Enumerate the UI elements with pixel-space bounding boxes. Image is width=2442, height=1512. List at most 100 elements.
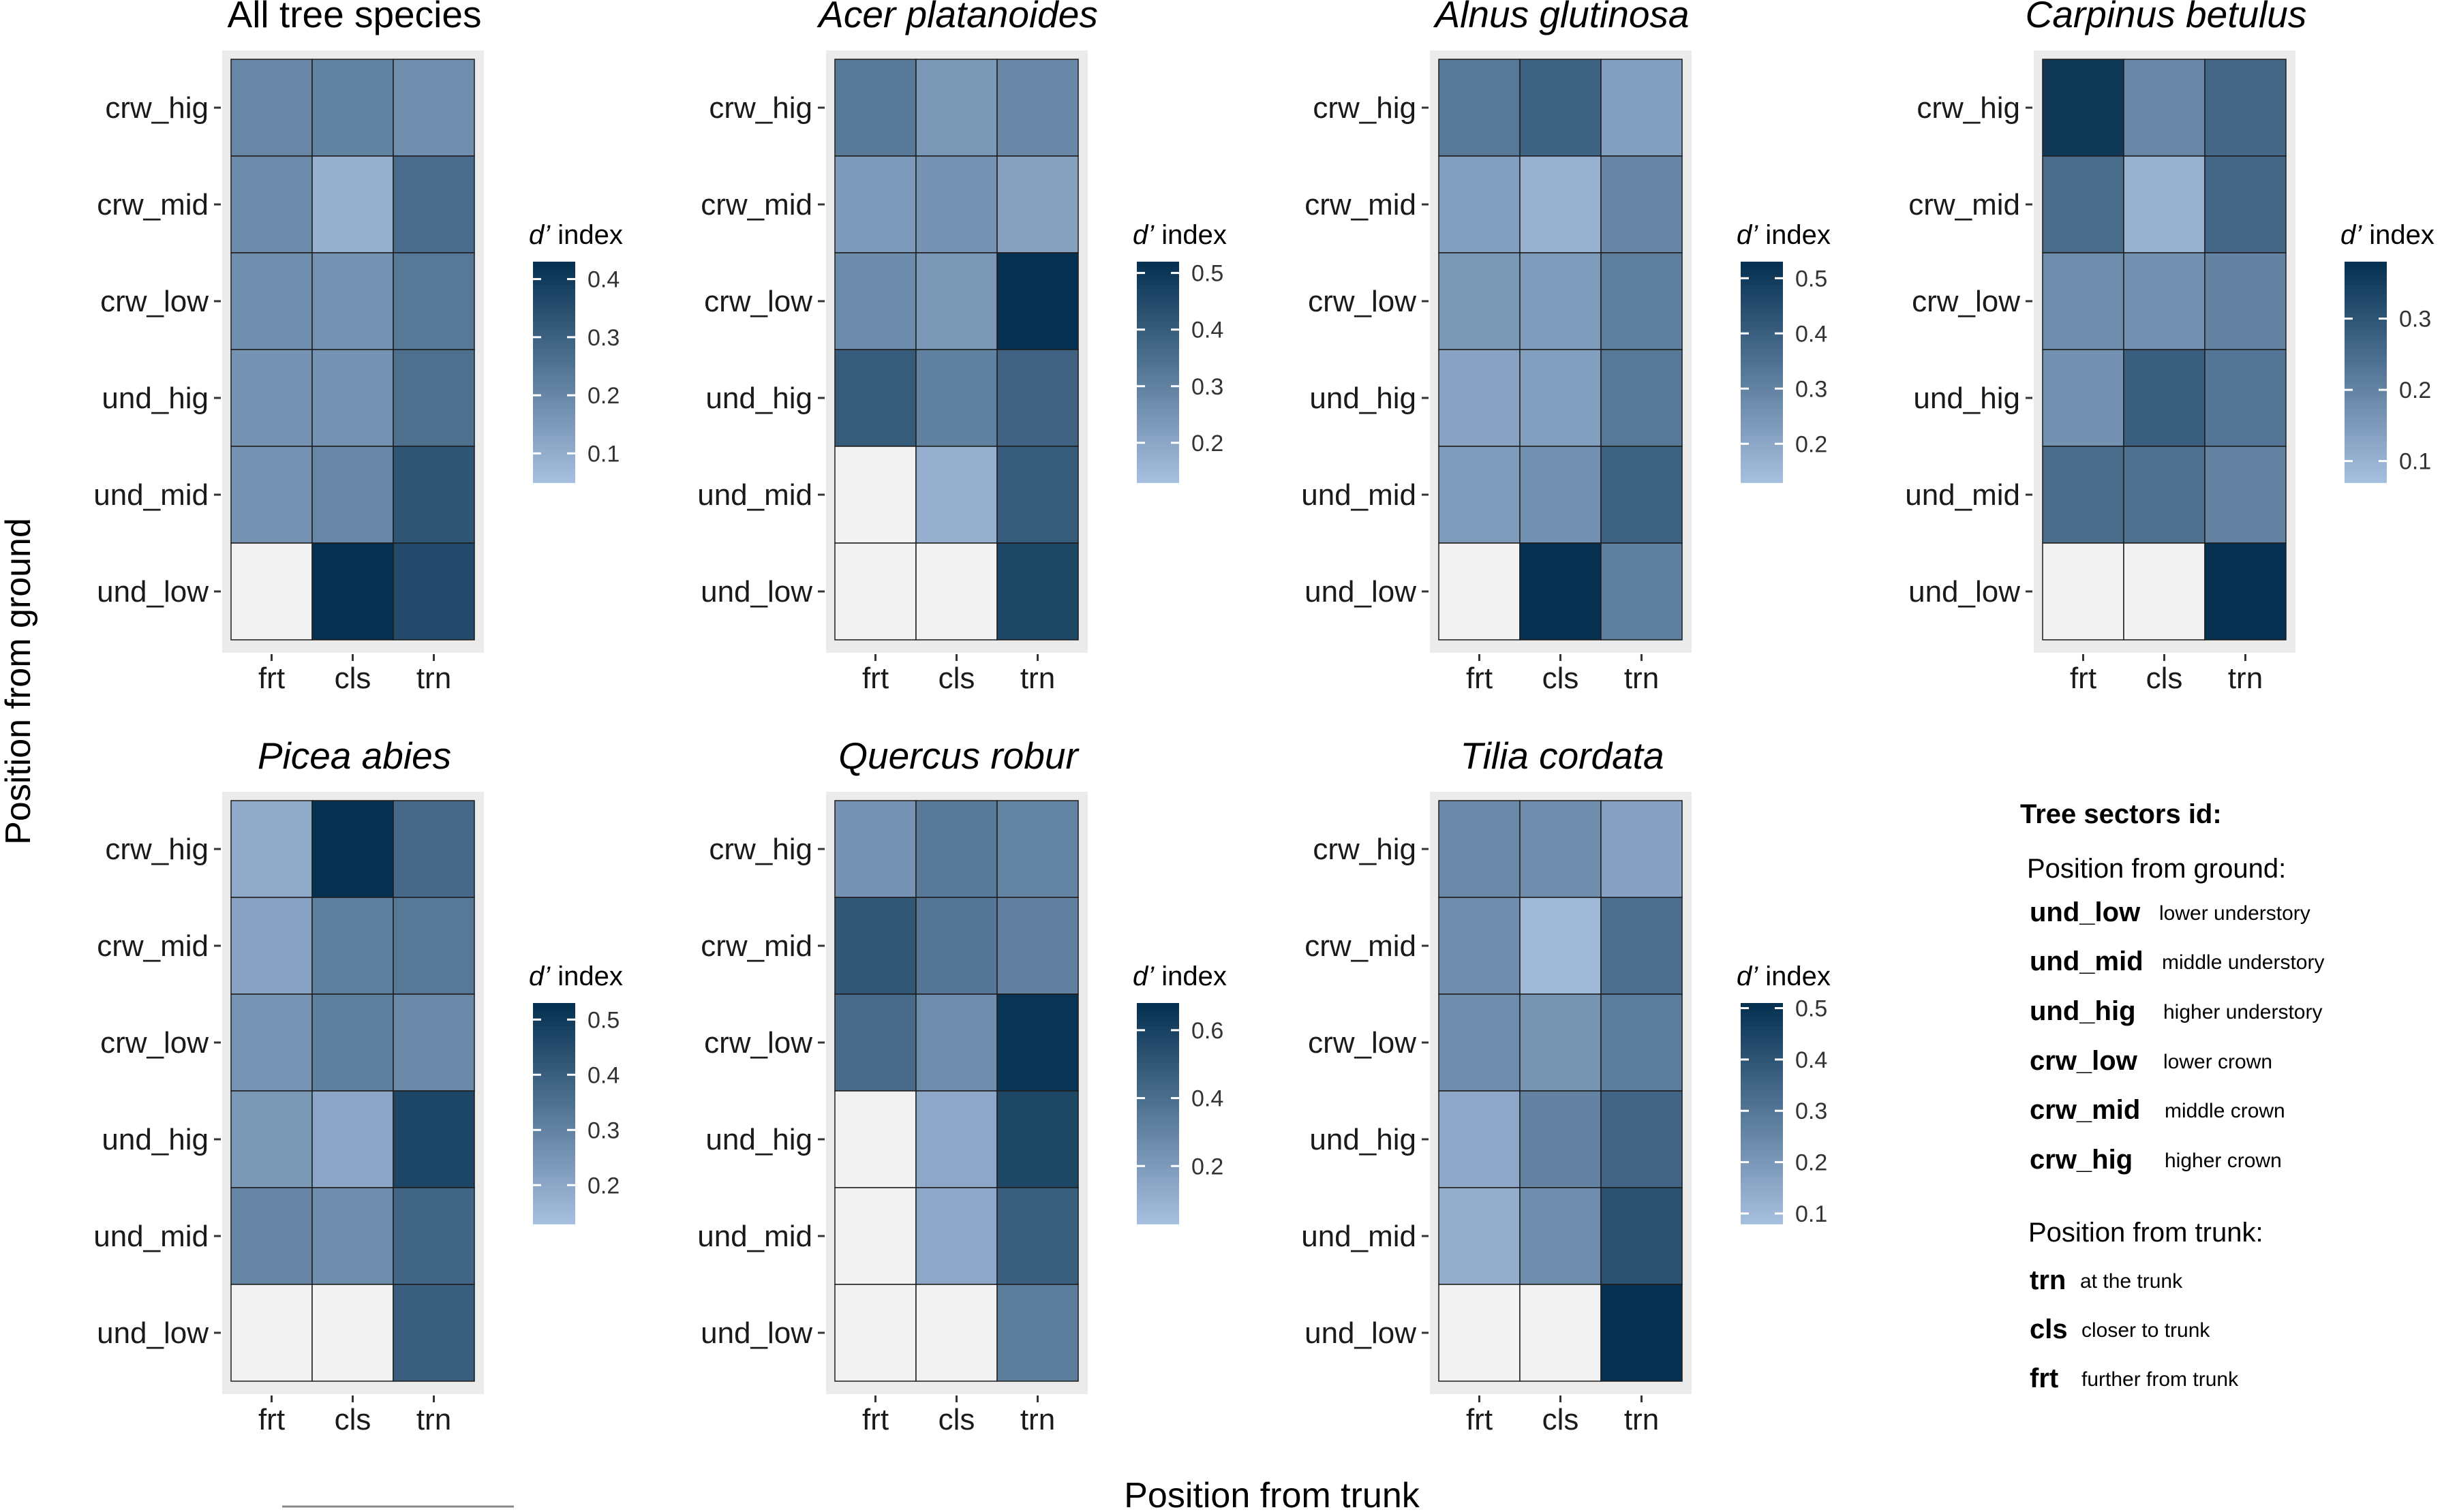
legend-tick-label: 0.2 — [1795, 431, 1827, 457]
legend-gradient-band — [2345, 330, 2387, 336]
y-tick-label: und_low — [97, 1316, 209, 1350]
legend-gradient-band — [1137, 376, 1179, 382]
legend-tick-label: 0.2 — [2399, 377, 2431, 403]
y-tick-label: und_hig — [1309, 382, 1416, 415]
heatmap-cell — [393, 1284, 475, 1382]
heatmap-cell — [1600, 1187, 1683, 1285]
panel-6: Tilia cordata crw_hig crw_mid crw_low und_hi… — [1301, 735, 1831, 1436]
heatmap-cell — [311, 349, 394, 447]
legend-gradient-band — [2345, 262, 2387, 267]
legend-gradient-band — [533, 1040, 575, 1045]
heatmap-cell — [393, 993, 475, 1092]
legend-gradient-band — [1741, 436, 1783, 442]
legend-tick-label: 0.4 — [587, 1062, 620, 1088]
legend-gradient-band — [2345, 354, 2387, 359]
legend-gradient-band — [1741, 1136, 1783, 1142]
y-tick-label: und_mid — [697, 478, 812, 512]
legend-gradient-band — [1137, 335, 1179, 341]
legend-gradient-band — [2345, 358, 2387, 364]
legend-title-d: d’ — [529, 220, 551, 250]
legend-gradient-band — [533, 390, 575, 396]
heatmap-cell — [996, 349, 1079, 447]
legend-gradient-band — [1741, 409, 1783, 414]
y-tick-label: crw_mid — [1304, 929, 1416, 963]
x-tick-label: cls — [335, 1403, 371, 1436]
legend-tick-label: 0.4 — [1191, 1086, 1223, 1112]
legend-gradient-band — [1137, 1072, 1179, 1077]
legend-tick-label: 0.4 — [587, 267, 620, 293]
legend-gradient-band — [1137, 312, 1179, 318]
legend-title-rest: index — [550, 961, 623, 991]
heatmap-cell — [915, 800, 998, 898]
key-desc: middle understory — [2162, 951, 2324, 974]
legend-gradient-band — [2345, 418, 2387, 424]
legend-gradient-band — [1741, 1104, 1783, 1110]
legend-gradient-band — [533, 307, 575, 313]
heatmap-cell — [1600, 897, 1683, 995]
legend-gradient-band — [1137, 280, 1179, 286]
legend-gradient-band — [2345, 468, 2387, 474]
heatmap-cell — [915, 1284, 998, 1382]
legend-title: d’ index — [1737, 961, 1831, 991]
legend-gradient-band — [2345, 271, 2387, 277]
heatmap-cell — [834, 993, 917, 1092]
heatmap-cell — [1438, 1090, 1521, 1188]
legend-gradient-band — [2345, 266, 2387, 272]
legend-gradient-band — [1741, 1090, 1783, 1096]
legend-gradient-band — [1741, 1145, 1783, 1151]
legend-gradient-band — [533, 1062, 575, 1068]
legend-gradient-band — [1137, 1049, 1179, 1055]
legend-gradient-band — [2345, 395, 2387, 401]
legend-gradient-band — [1137, 326, 1179, 332]
legend-gradient-band — [1137, 1099, 1179, 1105]
legend-gradient-band — [1137, 1113, 1179, 1119]
heatmap-cell — [230, 1284, 313, 1382]
y-tick-label: crw_low — [1308, 285, 1416, 318]
legend-gradient-band — [1137, 307, 1179, 313]
key-code: crw_low — [2030, 1046, 2138, 1076]
legend-gradient-band — [1137, 1150, 1179, 1156]
legend-gradient-band — [2345, 307, 2387, 313]
legend-gradient-band — [533, 262, 575, 267]
legend-gradient-band — [1741, 298, 1783, 304]
y-tick-label: crw_hig — [1313, 91, 1416, 125]
legend-gradient-band — [1741, 381, 1783, 387]
key-desc: middle crown — [2165, 1100, 2285, 1122]
legend-gradient-band — [533, 1049, 575, 1055]
legend-gradient-band — [533, 321, 575, 327]
legend-gradient-band — [1741, 1127, 1783, 1132]
legend-gradient-band — [1741, 1154, 1783, 1160]
legend-gradient-band — [1137, 358, 1179, 364]
legend-gradient-band — [533, 1017, 575, 1022]
heatmap-cell — [1519, 542, 1602, 641]
legend-gradient-band — [2345, 294, 2387, 299]
heatmap-cell — [230, 252, 313, 350]
legend-gradient-band — [1741, 284, 1783, 290]
legend-gradient-band — [1741, 1113, 1783, 1119]
legend-gradient-band — [533, 326, 575, 332]
legend-gradient-band — [1741, 450, 1783, 456]
legend-gradient-band — [1741, 1182, 1783, 1188]
x-tick-label: frt — [2070, 662, 2096, 695]
heatmap-cell — [834, 542, 917, 641]
legend-gradient-band — [1137, 381, 1179, 387]
legend-gradient-band — [1741, 326, 1783, 332]
x-tick-label: cls — [2146, 662, 2183, 695]
key-trunk-list: trn at the trunk cls closer to trunk frt furt… — [2030, 1265, 2239, 1393]
legend-gradient-band — [533, 478, 575, 483]
heatmap-cell — [996, 800, 1079, 898]
legend-gradient-band — [533, 1154, 575, 1160]
legend-gradient-band — [533, 289, 575, 295]
legend-gradient-band — [1741, 386, 1783, 391]
y-tick-label: und_hig — [1309, 1123, 1416, 1156]
legend-gradient-band — [533, 1099, 575, 1105]
legend-gradient-band — [1137, 266, 1179, 272]
legend-tick-label: 0.2 — [1191, 1154, 1223, 1179]
heatmap-cell — [915, 446, 998, 544]
legend-gradient-band — [1137, 1053, 1179, 1059]
legend-gradient-band — [1741, 1219, 1783, 1224]
y-tick-label: crw_mid — [1304, 188, 1416, 221]
legend-gradient-band — [1137, 446, 1179, 451]
legend-gradient-band — [1741, 275, 1783, 281]
